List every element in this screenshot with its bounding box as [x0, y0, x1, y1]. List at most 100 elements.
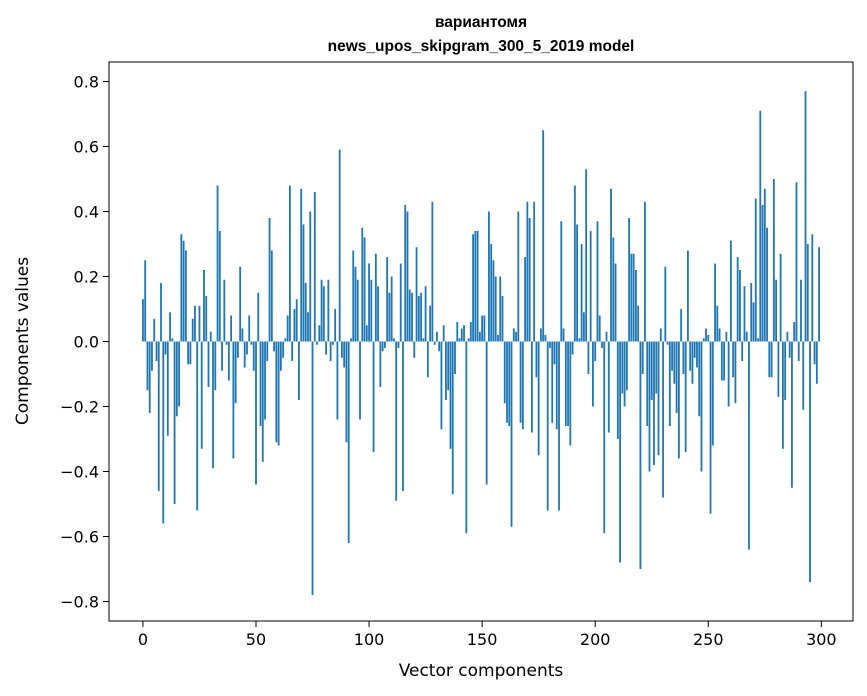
bar-278 — [770, 341, 773, 378]
bar-235 — [673, 341, 676, 384]
bar-11 — [166, 341, 169, 436]
bar-160 — [503, 341, 506, 404]
bar-68 — [295, 299, 298, 342]
bar-60 — [277, 341, 280, 446]
bar-14 — [173, 341, 176, 504]
x-tick-label-100: 100 — [354, 630, 385, 649]
bar-103 — [374, 253, 377, 342]
bar-246 — [698, 341, 701, 417]
bar-200 — [594, 341, 597, 361]
bar-131 — [438, 341, 441, 352]
bar-211 — [619, 341, 621, 563]
bar-109 — [388, 292, 391, 342]
bar-276 — [766, 227, 768, 342]
bar-250 — [707, 335, 710, 342]
bar-74 — [309, 211, 312, 342]
bar-252 — [711, 341, 714, 446]
bar-188 — [567, 341, 569, 426]
bar-143 — [465, 341, 468, 534]
bar-90 — [345, 341, 348, 443]
bar-138 — [454, 341, 456, 374]
bar-135 — [447, 341, 450, 391]
bar-50 — [255, 341, 257, 485]
bar-76 — [313, 192, 316, 342]
bar-295 — [809, 341, 811, 582]
bar-41 — [234, 341, 237, 404]
bar-253 — [714, 263, 716, 342]
bar-275 — [763, 188, 766, 342]
bar-262 — [734, 341, 737, 404]
bar-216 — [630, 253, 633, 342]
bar-222 — [644, 201, 646, 342]
bar-38 — [227, 341, 230, 381]
bar-75 — [311, 341, 314, 595]
bar-296 — [811, 234, 814, 342]
bar-299 — [818, 247, 820, 342]
bar-195 — [582, 312, 585, 342]
bar-191 — [573, 185, 576, 342]
bar-145 — [469, 322, 472, 342]
bar-168 — [521, 341, 524, 430]
bar-177 — [542, 130, 545, 342]
bar-88 — [341, 341, 343, 358]
bar-277 — [768, 341, 771, 378]
bar-128 — [431, 201, 434, 342]
bar-212 — [621, 341, 624, 394]
bar-233 — [668, 341, 671, 426]
bar-282 — [779, 253, 782, 342]
bar-series — [142, 91, 820, 595]
bar-184 — [558, 341, 560, 511]
bar-43 — [239, 266, 242, 342]
bar-142 — [463, 325, 465, 342]
bar-102 — [372, 341, 375, 452]
bar-45 — [243, 341, 246, 368]
bar-146 — [472, 234, 474, 342]
bar-130 — [436, 331, 438, 342]
bar-171 — [528, 218, 531, 342]
bar-280 — [775, 279, 778, 342]
bar-61 — [279, 341, 282, 371]
bar-20 — [187, 341, 190, 365]
bar-214 — [625, 341, 628, 391]
bar-224 — [648, 341, 651, 472]
bar-205 — [605, 331, 608, 342]
bar-22 — [191, 318, 194, 342]
bar-229 — [659, 328, 662, 342]
bar-6 — [155, 341, 158, 361]
x-tick-label-300: 300 — [806, 630, 837, 649]
bar-32 — [214, 341, 217, 391]
bar-40 — [232, 341, 235, 459]
bar-148 — [476, 231, 479, 342]
bar-64 — [286, 315, 289, 342]
bar-72 — [304, 283, 307, 342]
bar-63 — [284, 338, 287, 342]
bar-118 — [408, 289, 411, 342]
bar-82 — [327, 279, 330, 342]
bar-251 — [709, 341, 712, 514]
bar-84 — [331, 341, 334, 345]
bar-12 — [169, 312, 171, 342]
bar-207 — [610, 188, 612, 342]
bar-94 — [354, 266, 357, 342]
bar-39 — [230, 315, 233, 342]
bar-272 — [757, 338, 759, 342]
bar-57 — [270, 250, 273, 342]
bar-292 — [802, 341, 805, 410]
bar-56 — [268, 218, 271, 342]
bar-141 — [460, 328, 463, 342]
y-tick-label-5: 0.2 — [74, 268, 99, 287]
bar-7 — [157, 341, 160, 491]
bar-134 — [445, 341, 447, 400]
bar-181 — [551, 341, 554, 423]
bar-270 — [752, 302, 755, 342]
bar-189 — [569, 341, 572, 446]
bar-204 — [603, 341, 606, 534]
bar-237 — [677, 341, 680, 459]
bar-127 — [429, 305, 432, 342]
bar-198 — [589, 231, 592, 342]
bar-213 — [623, 341, 626, 407]
x-tick-label-50: 50 — [246, 630, 266, 649]
bar-54 — [264, 341, 266, 420]
bar-73 — [307, 312, 309, 342]
